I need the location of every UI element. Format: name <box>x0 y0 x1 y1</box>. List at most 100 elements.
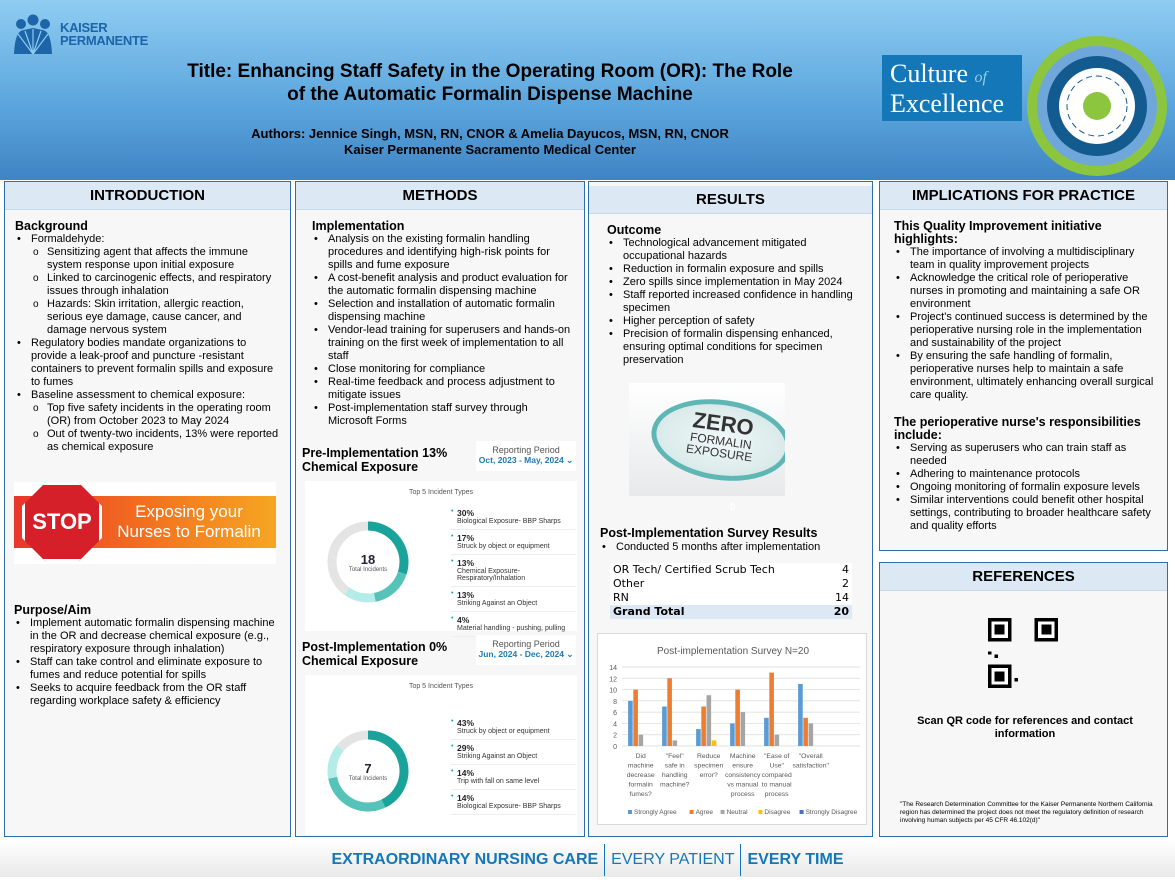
legend-label: Strongly Disagree <box>806 809 858 816</box>
y-tick-label: 4 <box>613 721 617 728</box>
donut-legend: 43%Struck by object or equipment29%Strik… <box>451 715 576 815</box>
legend-item: 14%Trip with fall on same level <box>451 765 576 790</box>
tagline-part1: EXTRAORDINARY NURSING CARE <box>325 851 604 868</box>
list-item: Technological advancement mitigated occu… <box>607 237 862 263</box>
reporting-period-value: Oct, 2023 - May, 2024 <box>479 455 564 465</box>
bar <box>730 723 735 746</box>
list-item: Similar interventions could benefit othe… <box>894 494 1157 533</box>
legend-item: 13%Chemical Exposure- Respiratory/Inhala… <box>451 555 576 587</box>
bar <box>639 735 644 746</box>
legend-percent: 30% <box>457 508 576 518</box>
list-item: Acknowledge the critical role of periope… <box>894 272 1157 311</box>
legend-percent: 17% <box>457 533 576 543</box>
dashboard-title: Pre-Implementation 13% Chemical Exposure <box>302 446 472 474</box>
responsibilities-list: Serving as superusers who can train staf… <box>894 442 1157 533</box>
list-item: Staff can take control and eliminate exp… <box>14 656 284 682</box>
legend-item: 30%Biological Exposure- BBP Sharps <box>451 505 576 530</box>
legend-item: 13%Striking Against an Object <box>451 587 576 612</box>
legend-percent: 4% <box>457 615 576 625</box>
bar <box>712 740 717 746</box>
stop-sign-icon: STOP <box>22 482 102 562</box>
badge-line1: Culture <box>890 59 968 88</box>
bar <box>764 718 769 746</box>
legend-label: Neutral <box>727 809 749 816</box>
legend-percent: 14% <box>457 793 576 803</box>
chart-title: Top 5 Incident Types <box>305 683 577 690</box>
donut-legend: 30%Biological Exposure- BBP Sharps17%Str… <box>451 505 576 637</box>
bar <box>735 690 740 746</box>
reporting-period-value: Jun, 2024 - Dec, 2024 <box>478 649 564 659</box>
list-item: A cost-benefit analysis and product eval… <box>312 272 574 298</box>
implementation-list: Analysis on the existing formalin handli… <box>312 233 574 428</box>
list-item: Seeks to acquire feedback from the OR st… <box>14 682 284 708</box>
list-item: Real-time feedback and process adjustmen… <box>312 376 574 402</box>
legend-label: Struck by object or equipment <box>457 543 576 550</box>
chevron-down-icon: ⌄ <box>566 455 573 465</box>
tagline-part3: EVERY TIME <box>741 851 849 868</box>
bar <box>809 723 814 746</box>
bar <box>701 707 706 747</box>
legend-swatch <box>721 810 725 814</box>
survey-bar-chart: Post-implementation Survey N=20024681012… <box>597 633 867 825</box>
legend-swatch <box>800 810 804 814</box>
survey-note: •Conducted 5 months after implementation <box>600 540 820 554</box>
donut-slice <box>347 591 375 598</box>
count-cell: 20 <box>825 605 852 619</box>
y-tick-label: 2 <box>613 733 617 740</box>
list-item: By ensuring the safe handling of formali… <box>894 350 1157 402</box>
list-item: Higher perception of safety <box>607 315 862 328</box>
list-item: Reduction in formalin exposure and spill… <box>607 263 862 276</box>
role-cell: OR Tech/ Certified Scrub Tech <box>610 563 825 577</box>
legend-label: Material handling - pushing, pulling <box>457 625 576 632</box>
outcome-list: Technological advancement mitigated occu… <box>607 237 862 367</box>
bar <box>662 707 667 747</box>
bar <box>628 701 633 746</box>
background-title: Background <box>15 220 280 233</box>
list-item: Ongoing monitoring of formalin exposure … <box>894 481 1157 494</box>
count-cell: 14 <box>825 591 852 605</box>
stop-formalin-image: STOP Exposing your Nurses to Formalin <box>14 482 276 564</box>
y-tick-label: 8 <box>613 699 617 706</box>
purpose-title: Purpose/Aim <box>14 604 284 617</box>
legend-item: 14%Biological Exposure- BBP Sharps <box>451 790 576 815</box>
authors: Authors: Jennice Singh, MSN, RN, CNOR & … <box>180 126 800 158</box>
list-item: Hazards: Skin irritation, allergic react… <box>15 298 280 337</box>
legend-label: Striking Against an Object <box>457 600 576 607</box>
implications-list: The importance of involving a multidisci… <box>894 246 1157 402</box>
zero-formalin-exposure-image: ZERO FORMALIN EXPOSURE <box>629 383 785 496</box>
list-item: Selection and installation of automatic … <box>312 298 574 324</box>
y-tick-label: 6 <box>613 710 617 717</box>
qr-code-icon[interactable] <box>988 617 1058 689</box>
y-tick-label: 10 <box>609 688 617 695</box>
list-item: Analysis on the existing formalin handli… <box>312 233 574 272</box>
legend-label: Struck by object or equipment <box>457 728 576 735</box>
list-item: Adhering to maintenance protocols <box>894 468 1157 481</box>
introduction-heading: INTRODUCTION <box>5 182 290 210</box>
tagline-part2: EVERY PATIENT <box>605 851 740 868</box>
dashboard-title: Post-Implementation 0% Chemical Exposure <box>302 640 472 668</box>
bar <box>798 684 803 746</box>
background-list: Formaldehyde:Sensitizing agent that affe… <box>15 233 280 454</box>
list-item: Sensitizing agent that affects the immun… <box>15 246 280 272</box>
legend-item: 4%Material handling - pushing, pulling <box>451 612 576 637</box>
list-item: Close monitoring for compliance <box>312 363 574 376</box>
legend-percent: 14% <box>457 768 576 778</box>
legend-label: Biological Exposure- BBP Sharps <box>457 518 576 525</box>
responsibilities-title: The perioperative nurse's responsibiliti… <box>894 416 1157 442</box>
role-cell: Grand Total <box>610 605 825 619</box>
list-item: Vendor-lead training for superusers and … <box>312 324 574 363</box>
logo-line2: PERMANENTE <box>60 34 148 47</box>
image-caption: 0 <box>730 502 736 513</box>
total-label: Total Incidents <box>327 776 409 782</box>
